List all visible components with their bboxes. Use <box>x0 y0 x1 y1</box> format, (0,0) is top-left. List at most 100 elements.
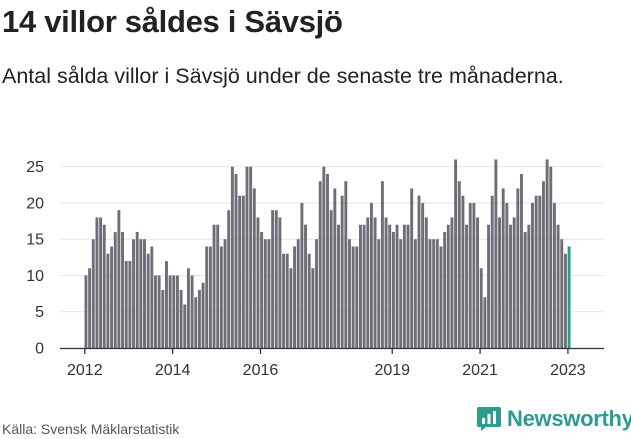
bar <box>216 224 220 348</box>
bar <box>421 202 425 348</box>
source-credit: Källa: Svensk Mäklarstatistik <box>2 421 180 437</box>
bar <box>132 239 135 348</box>
bar <box>512 217 516 348</box>
bar <box>479 268 483 348</box>
bar <box>201 282 205 348</box>
bar <box>413 239 417 348</box>
bar <box>556 224 560 348</box>
bar <box>234 173 238 348</box>
bar <box>337 224 340 348</box>
bar <box>487 224 490 348</box>
bar <box>395 224 399 348</box>
bar <box>454 159 458 348</box>
bar <box>245 166 249 348</box>
bar <box>168 275 172 348</box>
bar-latest <box>567 246 571 348</box>
x-tick-label: 2014 <box>155 362 191 379</box>
bar <box>150 246 154 348</box>
bar <box>179 289 183 348</box>
bar <box>494 159 498 348</box>
bar <box>205 246 209 348</box>
bar <box>128 260 132 348</box>
bar <box>552 202 556 348</box>
bar <box>410 188 414 348</box>
bar <box>490 195 494 348</box>
bar <box>256 217 260 348</box>
bar <box>457 181 461 348</box>
bar <box>402 224 406 348</box>
x-tick-label: 2019 <box>374 362 410 379</box>
bar <box>380 181 384 348</box>
bar <box>121 231 124 348</box>
bar <box>230 166 234 348</box>
bar <box>523 231 527 348</box>
bar <box>252 188 256 348</box>
bar <box>505 202 509 348</box>
bar <box>318 181 322 348</box>
bar <box>84 275 88 348</box>
bar <box>498 217 501 348</box>
bar <box>227 210 231 348</box>
bar <box>285 253 289 348</box>
bar <box>366 217 370 348</box>
bar <box>344 181 348 348</box>
bar <box>516 188 520 348</box>
y-tick-label: 10 <box>26 268 44 285</box>
x-tick-label: 2016 <box>243 362 279 379</box>
bar <box>95 217 99 348</box>
bar <box>373 217 377 348</box>
bar <box>446 224 450 348</box>
bar <box>501 188 505 348</box>
bar <box>307 253 311 348</box>
page-title: 14 villor såldes i Sävsjö <box>2 4 343 39</box>
bar <box>165 260 168 348</box>
bar <box>296 239 300 348</box>
bar <box>443 231 447 348</box>
y-tick-label: 25 <box>26 159 44 176</box>
tick-labels: 0 5 10 15 20 25 14 2012 2014 2016 2019 2021 2023 <box>26 0 586 379</box>
bar <box>260 231 264 348</box>
bar <box>359 224 362 348</box>
bar <box>311 268 315 348</box>
bar <box>428 239 432 348</box>
bar <box>468 202 472 348</box>
bar <box>340 195 344 348</box>
bar <box>527 224 531 348</box>
bar <box>146 253 150 348</box>
bar <box>135 231 139 348</box>
bar <box>197 289 201 348</box>
bar <box>124 260 128 348</box>
x-tick-label: 2023 <box>550 362 586 379</box>
bar <box>384 217 388 348</box>
bar <box>538 195 542 348</box>
y-tick-label: 15 <box>26 232 44 249</box>
bar <box>110 246 114 348</box>
bar <box>465 224 469 348</box>
y-tick-label: 5 <box>35 304 44 321</box>
bar <box>348 239 351 348</box>
bar <box>329 210 333 348</box>
bar <box>249 166 253 348</box>
bar <box>406 224 410 348</box>
bar <box>274 210 278 348</box>
bar <box>157 275 161 348</box>
bar <box>223 239 227 348</box>
bar <box>545 159 549 348</box>
y-tick-label: 0 <box>35 341 44 358</box>
brand-logo: Newsworthy <box>477 406 631 432</box>
bar-chart-speech-bubble-icon <box>477 407 501 431</box>
bar <box>117 210 121 348</box>
bar <box>388 224 392 348</box>
bar <box>219 246 223 348</box>
bar <box>520 173 523 348</box>
bar <box>355 246 359 348</box>
bar <box>483 297 487 348</box>
bar <box>289 268 293 348</box>
bar <box>560 239 564 348</box>
bar <box>238 195 242 348</box>
bar <box>399 239 403 348</box>
y-tick-label: 20 <box>26 195 44 212</box>
bar <box>263 239 267 348</box>
bar <box>183 304 187 348</box>
bar <box>271 210 275 348</box>
